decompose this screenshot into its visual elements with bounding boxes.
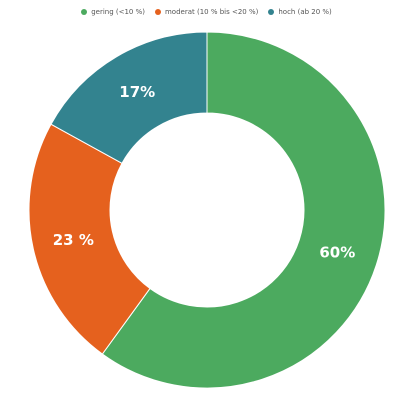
legend-label-gering: gering (<10 %)	[91, 8, 145, 16]
legend-label-hoch: hoch (ab 20 %)	[278, 8, 332, 16]
legend-swatch-hoch	[268, 9, 275, 15]
slices-group	[28, 31, 386, 389]
legend-swatch-moderat	[154, 9, 161, 15]
slice-label-moderat: 23 %	[53, 231, 94, 249]
slice-labels-group: 60% 23 % 17%	[53, 83, 356, 261]
legend-item-moderat[interactable]: moderat (10 % bis <20 %)	[154, 8, 259, 16]
slice-label-gering: 60%	[319, 243, 355, 261]
slice-moderat[interactable]	[28, 123, 151, 355]
legend-item-hoch[interactable]: hoch (ab 20 %)	[268, 8, 332, 16]
slice-gering[interactable]	[101, 31, 386, 389]
chart-legend: gering (<10 %) moderat (10 % bis <20 %) …	[0, 8, 413, 16]
legend-label-moderat: moderat (10 % bis <20 %)	[164, 8, 259, 16]
slice-label-hoch: 17%	[119, 83, 155, 101]
slice-hoch[interactable]	[50, 31, 208, 164]
legend-item-gering[interactable]: gering (<10 %)	[81, 8, 145, 16]
legend-swatch-gering	[81, 9, 88, 15]
